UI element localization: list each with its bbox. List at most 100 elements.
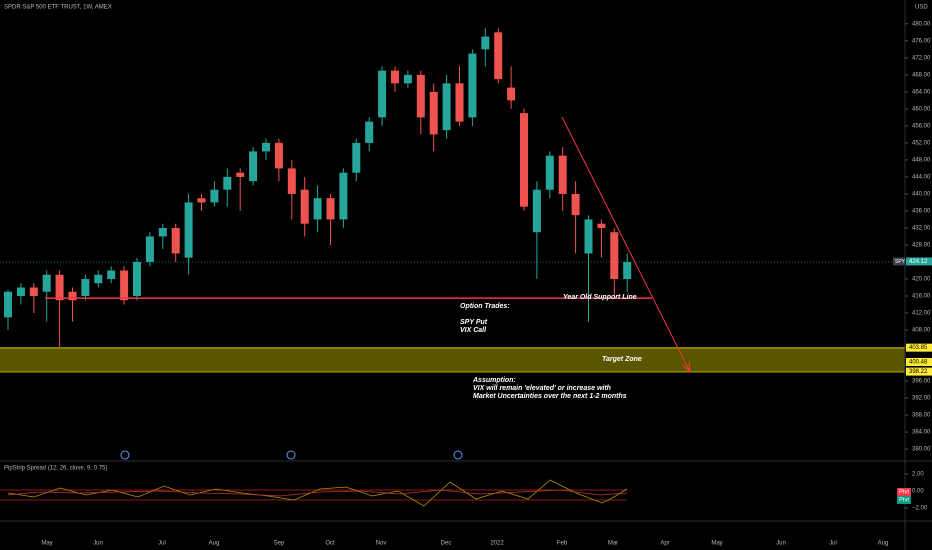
currency: USD — [915, 5, 928, 11]
candle-body — [584, 219, 593, 254]
y-tick-label: 416.00 — [912, 294, 931, 300]
candle-body — [558, 155, 567, 194]
y-tick-label: 392.00 — [912, 396, 931, 402]
annotation: Target Zone — [602, 356, 642, 363]
candle-body — [81, 278, 90, 296]
y-tick-label: 396.00 — [912, 379, 931, 385]
candle-body — [597, 223, 606, 228]
x-tick-label: May — [711, 541, 722, 547]
candle-body — [520, 113, 528, 207]
annotation: Year Old Support Line — [563, 294, 637, 301]
candle-body — [391, 70, 399, 84]
y-tick-label: 384.00 — [912, 430, 931, 436]
x-tick-label: Oct — [325, 541, 335, 547]
candle-body — [300, 189, 309, 224]
x-tick-label: Jul — [158, 541, 166, 547]
indicator-tag — [897, 488, 911, 496]
y-tick-label: 432.00 — [912, 226, 931, 232]
candle-body — [507, 87, 516, 101]
y-tick-label: 408.00 — [912, 328, 931, 334]
y-tick-label: 480.00 — [912, 21, 931, 27]
trend-arrow — [561, 116, 691, 373]
x-tick-label: Sep — [274, 541, 285, 547]
x-tick-label: 2022 — [490, 541, 504, 547]
candle-body — [236, 172, 245, 177]
x-tick-label: Aug — [209, 541, 220, 547]
candle-body — [532, 189, 541, 233]
candle-body — [42, 274, 51, 292]
y-tick-label: 448.00 — [912, 157, 931, 163]
y-tick-label: 0.00 — [912, 489, 924, 495]
candle-body — [571, 193, 580, 216]
indicator-line — [7, 479, 628, 507]
candle-body — [274, 142, 283, 169]
price-tag — [906, 343, 932, 352]
x-tick-label: Jun — [93, 541, 103, 547]
indicator-tag — [897, 496, 911, 504]
annotation: Assumption: — [472, 377, 516, 384]
candle-body — [171, 227, 180, 254]
y-tick-label: 472.00 — [912, 55, 931, 61]
indicator-line — [7, 489, 628, 497]
y-tick-label: 380.00 — [912, 447, 931, 453]
y-tick-label: 436.00 — [912, 209, 931, 215]
indicator-tag-label: Pivt — [899, 498, 909, 504]
candle-body — [481, 36, 490, 50]
x-tick-label: Mar — [608, 541, 618, 547]
x-tick-label: Aug — [878, 541, 889, 547]
candle-body — [4, 291, 12, 318]
candle-body — [610, 232, 619, 279]
candle-body — [403, 74, 412, 84]
symbol-tag-label: SPY — [895, 259, 906, 265]
candle-body — [287, 168, 296, 194]
chart-title: SPDR S&P 500 ETF TRUST, 1W, AMEX — [4, 5, 112, 11]
y-tick-label: 456.00 — [912, 123, 931, 129]
y-tick-label: 452.00 — [912, 140, 931, 146]
candle-body — [545, 155, 554, 190]
candle-body — [378, 70, 387, 118]
candle-body — [197, 198, 206, 203]
candle-body — [494, 32, 503, 80]
price-tag-label: 400.48 — [909, 360, 928, 366]
arrow-head — [682, 361, 691, 374]
candle-body — [94, 274, 103, 284]
y-tick-label: 440.00 — [912, 192, 931, 198]
event-icon — [120, 450, 130, 460]
price-tag-label: 398.22 — [909, 369, 928, 375]
candle-body — [442, 83, 451, 131]
y-tick-label: 428.00 — [912, 243, 931, 249]
event-icon — [453, 450, 463, 460]
x-tick-label: Jun — [776, 541, 786, 547]
y-tick-label: 388.00 — [912, 413, 931, 419]
y-tick-label: −2.00 — [912, 506, 928, 512]
candle-body — [184, 202, 193, 258]
candle-body — [107, 270, 116, 279]
price-tag — [906, 367, 932, 376]
candle-body — [249, 151, 258, 182]
event-icon — [286, 450, 296, 460]
indicator-tag-label: Pivt — [899, 490, 909, 496]
x-tick-label: Nov — [376, 541, 387, 547]
candle-body — [68, 291, 77, 301]
annotation: Option Trades: — [460, 303, 510, 310]
price-tag-label: 403.85 — [909, 345, 928, 351]
x-tick-label: Feb — [557, 541, 568, 547]
x-tick-label: Apr — [660, 541, 669, 547]
target-zone — [0, 347, 905, 372]
candle-body — [210, 189, 219, 203]
candle-body — [365, 121, 374, 143]
candle-body — [313, 198, 322, 220]
annotation: Market Uncertainties over the next 1-2 m… — [473, 393, 627, 400]
annotation: VIX will remain 'elevated' or increase w… — [473, 385, 611, 392]
candle-body — [468, 53, 477, 118]
candle-body — [352, 142, 361, 173]
candle-body — [223, 176, 232, 190]
price-tag — [906, 357, 932, 366]
y-tick-label: 464.00 — [912, 89, 931, 95]
candle-body — [326, 198, 335, 220]
y-tick-label: 444.00 — [912, 174, 931, 180]
candle-body — [120, 270, 129, 301]
x-tick-label: Dec — [441, 541, 452, 547]
candle-body — [145, 236, 154, 262]
x-tick-label: Jul — [829, 541, 837, 547]
